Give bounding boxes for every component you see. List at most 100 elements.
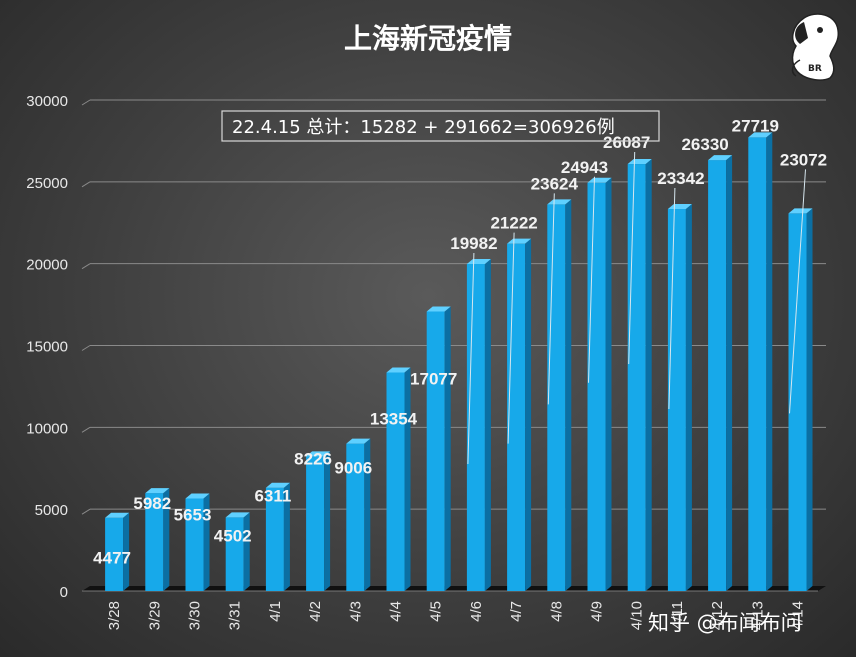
grid-line-depth — [81, 181, 91, 188]
bar-top — [507, 238, 532, 244]
bar — [265, 487, 284, 591]
data-label: 8226 — [294, 449, 332, 468]
bar — [667, 208, 686, 591]
bar-side — [484, 258, 491, 591]
bar-top — [587, 177, 612, 183]
x-tick-label: 4/11 — [669, 601, 686, 629]
bar-top — [788, 208, 813, 214]
data-label: 5653 — [174, 505, 212, 524]
bar — [426, 311, 445, 591]
bar-side — [404, 367, 411, 591]
label-leader — [588, 176, 595, 383]
data-label: 5982 — [133, 494, 171, 513]
y-tick-label: 30000 — [26, 93, 68, 110]
grid-line-depth — [81, 99, 91, 106]
bar-top — [386, 367, 411, 373]
bar-side — [324, 451, 331, 591]
label-leader — [789, 169, 806, 414]
x-tick-label: 4/1 — [267, 601, 284, 622]
bar-side — [605, 177, 612, 591]
bar-top — [466, 258, 491, 264]
bar — [547, 204, 566, 591]
y-tick-label: 10000 — [26, 420, 68, 437]
data-label: 19982 — [450, 234, 497, 253]
bar — [788, 213, 807, 592]
y-tick-label: 15000 — [26, 339, 68, 356]
bar-top — [627, 159, 652, 165]
x-axis: 3/28 3/29 3/30 3/31 4/1 4/2 4/3 4/4 4/5 4/6 4/7 4/8… — [106, 601, 806, 630]
bar-top — [748, 132, 773, 138]
x-tick-label: 4/5 — [428, 601, 445, 622]
parrot-logo: BR — [791, 13, 840, 81]
label-leader — [467, 252, 475, 464]
data-label: 23342 — [657, 169, 704, 188]
bar-side — [525, 238, 532, 591]
bar-side — [123, 512, 130, 591]
x-tick-label: 4/14 — [790, 601, 807, 630]
grid-lines — [81, 99, 826, 515]
data-label: 4477 — [93, 549, 131, 568]
x-tick-label: 3/28 — [106, 601, 123, 630]
x-tick-label: 3/31 — [227, 601, 244, 630]
y-tick-label: 5000 — [35, 502, 68, 519]
grid-line-depth — [81, 508, 91, 515]
bar — [708, 160, 727, 591]
x-tick-label: 4/2 — [307, 601, 324, 622]
bar — [225, 517, 244, 591]
bar — [466, 263, 485, 591]
data-label: 26330 — [681, 135, 728, 154]
x-tick-label: 4/9 — [589, 601, 606, 622]
label-leader — [668, 187, 676, 409]
bar-side — [565, 199, 572, 591]
label-leader — [547, 193, 555, 405]
bar-side — [645, 159, 652, 591]
bar — [507, 243, 526, 591]
bar-side — [685, 203, 692, 591]
bar — [105, 517, 124, 591]
chart-title: 上海新冠疫情 — [344, 22, 512, 55]
bar — [627, 164, 646, 591]
x-tick-label: 4/8 — [548, 601, 565, 622]
x-tick-label: 3/29 — [146, 601, 163, 630]
bar-top — [265, 482, 290, 488]
x-tick-label: 4/3 — [347, 601, 364, 622]
data-label: 9006 — [334, 459, 372, 478]
bar-side — [163, 488, 170, 591]
x-tick-label: 4/12 — [709, 601, 726, 630]
x-tick-label: 3/30 — [187, 601, 204, 630]
bar — [346, 443, 365, 591]
bar-side — [726, 155, 733, 591]
x-tick-label: 4/13 — [749, 601, 766, 630]
data-label: 23072 — [780, 150, 827, 169]
bar-side — [283, 482, 290, 591]
grid-line-depth — [81, 263, 91, 270]
bar-side — [243, 512, 250, 591]
x-tick-label: 4/7 — [508, 601, 525, 622]
grid-line-depth — [81, 426, 91, 433]
y-axis: 0 5000 10000 15000 20000 25000 30000 — [26, 93, 68, 601]
bar-top — [426, 306, 451, 312]
bar-top — [145, 488, 170, 494]
bar — [748, 137, 767, 591]
watermark: 知乎 @布闻布问 — [648, 611, 802, 635]
y-tick-label: 20000 — [26, 257, 68, 274]
x-tick-label: 4/6 — [468, 601, 485, 622]
bar-top — [105, 512, 130, 518]
data-label: 23624 — [531, 174, 579, 193]
bar-side — [766, 132, 773, 591]
bar — [185, 498, 204, 591]
bar-side — [364, 438, 371, 591]
y-tick-label: 25000 — [26, 175, 68, 192]
bar — [386, 372, 405, 591]
bar-side — [806, 208, 813, 592]
label-leader-lines — [467, 152, 806, 464]
annotation-box — [221, 110, 660, 142]
logo-mark: BR — [808, 64, 822, 74]
data-label: 27719 — [732, 116, 779, 135]
data-label: 21222 — [490, 214, 537, 233]
bar — [306, 456, 325, 591]
bar-side — [203, 493, 210, 591]
y-tick-label: 0 — [60, 584, 68, 601]
bar-top — [547, 199, 572, 205]
